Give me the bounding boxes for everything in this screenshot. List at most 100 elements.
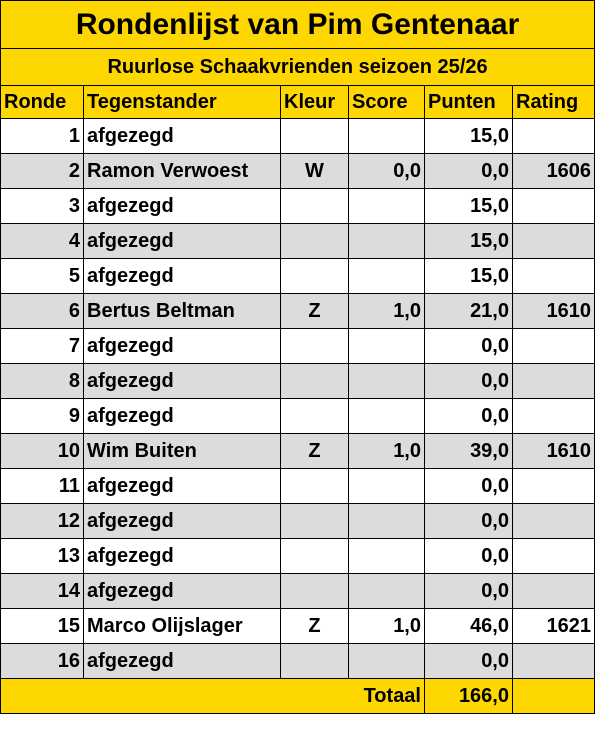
cell-punten: 0,0 [424,573,513,609]
cell-ronde: 16 [0,643,84,679]
cell-ronde: 6 [0,293,84,329]
table-row: 14 afgezegd 0,0 [0,573,595,609]
table-row: 11 afgezegd 0,0 [0,468,595,504]
cell-rating [511,573,595,609]
cell-kleur [280,328,349,364]
cell-tegenstander: afgezegd [83,643,281,679]
cell-kleur [280,258,349,294]
total-row: Totaal 166,0 [0,678,595,714]
cell-score [348,468,425,504]
column-header-kleur: Kleur [280,85,349,119]
table-row: 3 afgezegd 15,0 [0,188,595,224]
cell-ronde: 13 [0,538,84,574]
table-row: 10 Wim Buiten Z 1,0 39,0 1610 [0,433,595,469]
cell-punten: 15,0 [424,188,513,224]
cell-score [348,328,425,364]
cell-score [348,503,425,539]
cell-punten: 46,0 [424,608,513,644]
cell-kleur: Z [280,608,349,644]
column-header-tegenstander: Tegenstander [83,85,281,119]
cell-punten: 39,0 [424,433,513,469]
cell-ronde: 14 [0,573,84,609]
cell-punten: 0,0 [424,398,513,434]
cell-rating [511,223,595,259]
cell-tegenstander: Ramon Verwoest [83,153,281,189]
cell-score [348,223,425,259]
round-list-table: Rondenlijst van Pim Gentenaar Ruurlose S… [0,0,595,714]
cell-score [348,258,425,294]
cell-rating [511,538,595,574]
cell-tegenstander: afgezegd [83,188,281,224]
cell-kleur [280,468,349,504]
cell-kleur [280,538,349,574]
cell-rating: 1610 [511,433,595,469]
cell-rating [511,258,595,294]
cell-tegenstander: Bertus Beltman [83,293,281,329]
cell-ronde: 5 [0,258,84,294]
table-row: 15 Marco Olijslager Z 1,0 46,0 1621 [0,608,595,644]
cell-punten: 0,0 [424,468,513,504]
page-title: Rondenlijst van Pim Gentenaar [0,0,595,49]
cell-ronde: 7 [0,328,84,364]
table-row: 6 Bertus Beltman Z 1,0 21,0 1610 [0,293,595,329]
table-row: 16 afgezegd 0,0 [0,643,595,679]
cell-kleur [280,573,349,609]
cell-kleur [280,503,349,539]
cell-tegenstander: afgezegd [83,573,281,609]
cell-rating [511,503,595,539]
table-row: 7 afgezegd 0,0 [0,328,595,364]
column-header-ronde: Ronde [0,85,84,119]
cell-rating: 1606 [511,153,595,189]
cell-score: 0,0 [348,153,425,189]
cell-kleur [280,188,349,224]
cell-tegenstander: afgezegd [83,258,281,294]
cell-ronde: 9 [0,398,84,434]
cell-score: 1,0 [348,608,425,644]
cell-punten: 0,0 [424,153,513,189]
cell-score: 1,0 [348,293,425,329]
cell-score [348,118,425,154]
table-row: 1 afgezegd 15,0 [0,118,595,154]
cell-ronde: 4 [0,223,84,259]
cell-score [348,188,425,224]
table-header-row: Ronde Tegenstander Kleur Score Punten Ra… [0,85,595,119]
total-label: Totaal [0,678,425,714]
cell-kleur: Z [280,433,349,469]
table-row: 5 afgezegd 15,0 [0,258,595,294]
cell-rating: 1610 [511,293,595,329]
cell-kleur: Z [280,293,349,329]
cell-tegenstander: afgezegd [83,118,281,154]
cell-ronde: 10 [0,433,84,469]
table-row: 9 afgezegd 0,0 [0,398,595,434]
cell-score [348,538,425,574]
cell-ronde: 8 [0,363,84,399]
cell-rating [511,363,595,399]
cell-rating: 1621 [511,608,595,644]
cell-score [348,363,425,399]
cell-kleur [280,118,349,154]
cell-tegenstander: afgezegd [83,538,281,574]
cell-rating [511,328,595,364]
table-row: 13 afgezegd 0,0 [0,538,595,574]
cell-kleur [280,223,349,259]
page-subtitle: Ruurlose Schaakvrienden seizoen 25/26 [0,48,595,86]
cell-tegenstander: afgezegd [83,223,281,259]
cell-punten: 15,0 [424,258,513,294]
cell-tegenstander: afgezegd [83,468,281,504]
cell-punten: 15,0 [424,223,513,259]
cell-kleur [280,398,349,434]
cell-punten: 0,0 [424,363,513,399]
cell-ronde: 3 [0,188,84,224]
round-list-page: Rondenlijst van Pim Gentenaar Ruurlose S… [0,0,595,714]
cell-rating [511,468,595,504]
table-row: 12 afgezegd 0,0 [0,503,595,539]
cell-kleur: W [280,153,349,189]
cell-tegenstander: afgezegd [83,503,281,539]
cell-punten: 0,0 [424,503,513,539]
column-header-punten: Punten [424,85,513,119]
cell-ronde: 11 [0,468,84,504]
cell-punten: 0,0 [424,643,513,679]
cell-score: 1,0 [348,433,425,469]
cell-ronde: 1 [0,118,84,154]
cell-ronde: 2 [0,153,84,189]
